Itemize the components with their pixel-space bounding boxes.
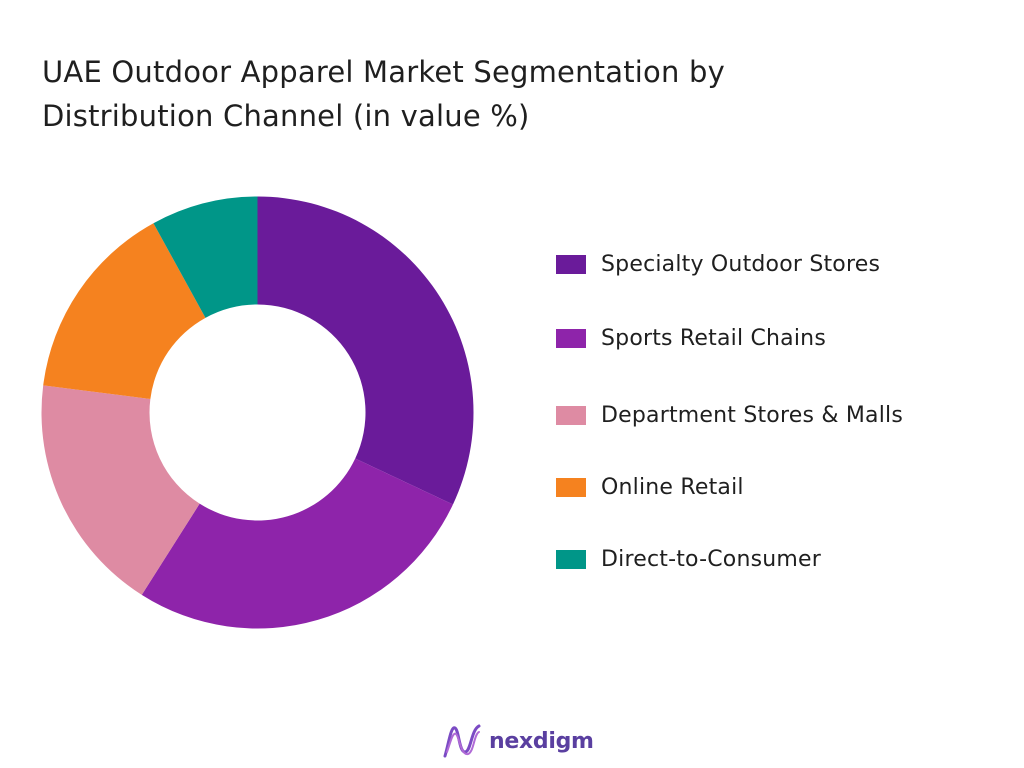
legend-swatch (556, 549, 586, 569)
brand-name: nexdigm (489, 728, 594, 754)
legend-label: Direct-to-Consumer (601, 546, 822, 572)
legend-label: Department Stores & Malls (601, 402, 904, 428)
donut-slice-specialty-outdoor-stores (257, 196, 474, 505)
legend-swatch (556, 328, 586, 348)
legend-swatch (556, 254, 586, 274)
legend-item: Direct-to-Consumer (556, 541, 821, 577)
donut-slice-direct-to-consumer (153, 196, 258, 318)
legend-label: Sports Retail Chains (601, 325, 826, 351)
nexdigm-logo-icon (443, 724, 481, 758)
donut-slice-department-stores-malls (41, 385, 200, 595)
chart-title-line-1: UAE Outdoor Apparel Market Segmentation … (42, 55, 725, 89)
legend-item: Sports Retail Chains (556, 320, 826, 356)
legend-swatch (556, 477, 586, 497)
donut-slice-sports-retail-chains (141, 458, 453, 629)
legend-item: Specialty Outdoor Stores (556, 246, 880, 282)
brand-logo: nexdigm (441, 722, 594, 760)
donut-slice-online-retail (43, 223, 206, 399)
donut-chart (41, 196, 474, 629)
legend-label: Specialty Outdoor Stores (601, 251, 881, 277)
legend-label: Online Retail (601, 474, 744, 500)
legend-item: Department Stores & Malls (556, 397, 903, 433)
chart-title: UAE Outdoor Apparel Market Segmentation … (42, 50, 942, 138)
legend-item: Online Retail (556, 469, 744, 505)
legend-swatch (556, 405, 586, 425)
chart-title-line-2: Distribution Channel (in value %) (42, 99, 530, 133)
